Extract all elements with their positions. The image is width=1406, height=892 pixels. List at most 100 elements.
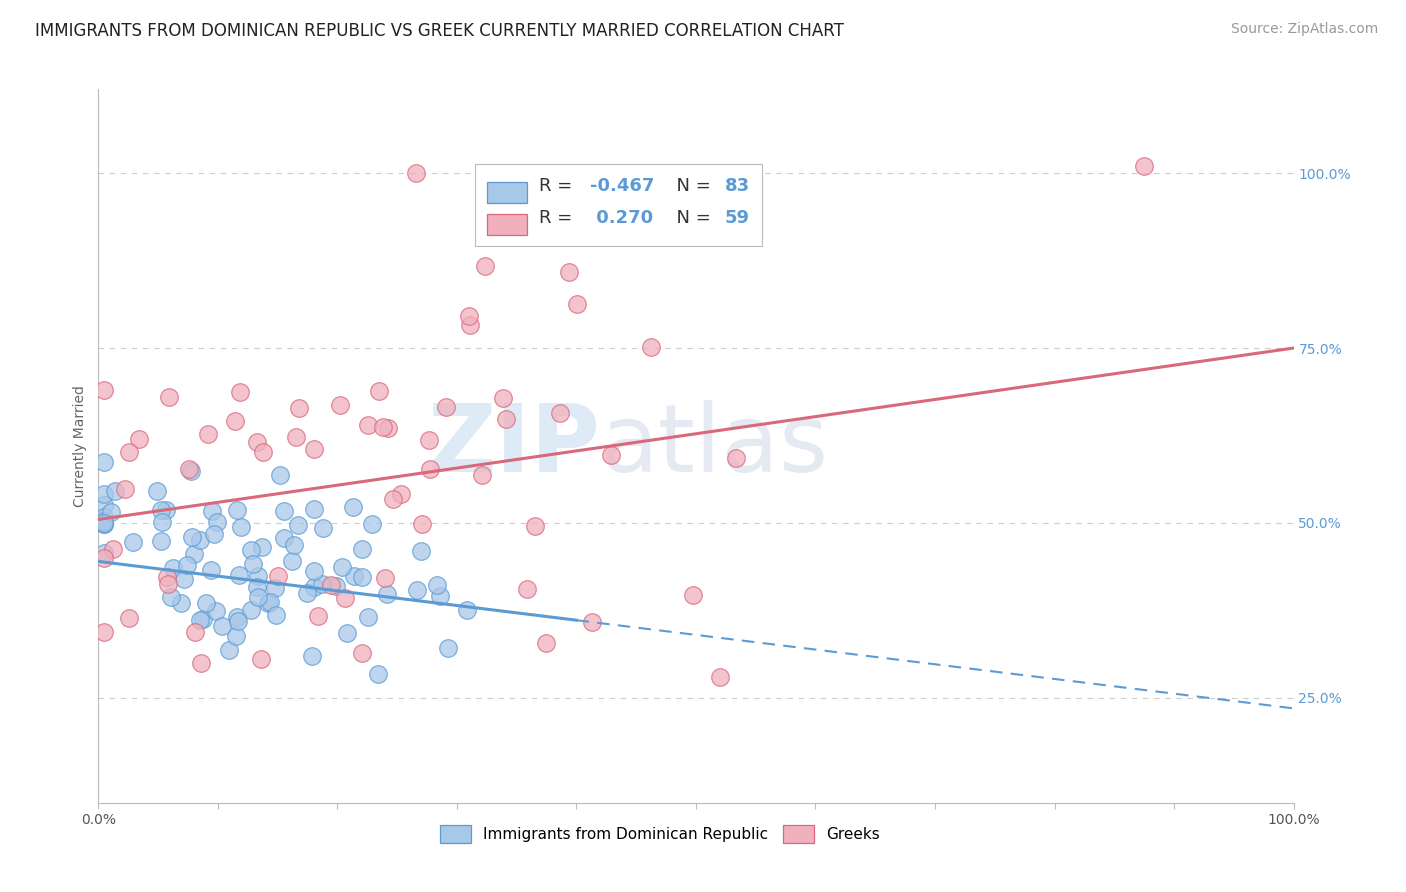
Point	[302, 501, 325, 516]
Point	[117, 611, 139, 625]
Point	[458, 309, 481, 323]
Point	[93, 514, 115, 528]
Point	[434, 401, 457, 415]
Text: atlas: atlas	[600, 400, 828, 492]
Point	[201, 504, 224, 518]
Point	[93, 510, 115, 524]
Point	[246, 435, 269, 450]
Point	[252, 540, 274, 554]
Point	[93, 545, 115, 559]
Point	[239, 603, 262, 617]
FancyBboxPatch shape	[486, 182, 527, 202]
Point	[534, 636, 557, 650]
Point	[93, 498, 115, 512]
Point	[93, 384, 115, 398]
Point	[242, 558, 264, 572]
Point	[281, 553, 304, 567]
Point	[492, 391, 515, 405]
Text: R =: R =	[540, 209, 578, 227]
Point	[285, 430, 308, 444]
Point	[250, 652, 273, 666]
Point	[371, 420, 394, 434]
Legend: Immigrants from Dominican Republic, Greeks: Immigrants from Dominican Republic, Gree…	[434, 819, 886, 848]
Point	[269, 468, 291, 483]
Point	[197, 427, 219, 442]
Point	[409, 544, 432, 558]
Point	[267, 569, 290, 583]
Point	[273, 531, 295, 545]
Point	[101, 542, 124, 557]
Point	[557, 265, 579, 279]
Point	[228, 567, 250, 582]
Point	[374, 571, 396, 585]
Point	[225, 629, 247, 643]
Point	[191, 612, 214, 626]
Point	[375, 587, 398, 601]
Point	[1133, 159, 1156, 173]
Point	[599, 448, 621, 462]
Point	[225, 610, 247, 624]
Point	[202, 527, 225, 541]
Point	[550, 407, 572, 421]
Point	[377, 421, 399, 435]
Point	[264, 608, 287, 623]
Point	[170, 596, 193, 610]
Point	[247, 568, 270, 582]
FancyBboxPatch shape	[486, 214, 527, 235]
FancyBboxPatch shape	[475, 164, 762, 246]
Point	[350, 570, 373, 584]
Point	[225, 503, 247, 517]
Text: 83: 83	[724, 177, 749, 194]
Point	[288, 401, 311, 415]
Point	[224, 414, 246, 428]
Point	[325, 579, 347, 593]
Point	[302, 580, 325, 594]
Point	[93, 516, 115, 530]
Text: N =: N =	[665, 209, 717, 227]
Point	[458, 318, 481, 332]
Point	[367, 667, 389, 681]
Point	[311, 577, 333, 591]
Point	[589, 208, 612, 222]
Point	[356, 610, 378, 624]
Point	[239, 543, 262, 558]
Point	[283, 537, 305, 551]
Point	[188, 613, 211, 627]
Point	[329, 398, 352, 412]
Text: R =: R =	[540, 177, 578, 194]
Point	[437, 640, 460, 655]
Point	[524, 518, 547, 533]
Point	[114, 482, 136, 496]
Point	[724, 451, 747, 466]
Point	[211, 619, 233, 633]
Point	[93, 625, 115, 640]
Point	[405, 166, 427, 180]
Point	[418, 433, 440, 447]
Point	[640, 340, 662, 354]
Point	[104, 484, 127, 499]
Point	[150, 534, 173, 549]
Text: 59: 59	[724, 209, 749, 227]
Point	[565, 297, 588, 311]
Point	[150, 515, 173, 529]
Point	[228, 385, 250, 400]
Point	[360, 517, 382, 532]
Point	[188, 533, 211, 547]
Point	[352, 646, 374, 660]
Point	[157, 390, 180, 404]
Point	[247, 590, 270, 604]
Point	[381, 492, 404, 507]
Point	[330, 560, 353, 574]
Point	[287, 518, 309, 533]
Text: Source: ZipAtlas.com: Source: ZipAtlas.com	[1230, 22, 1378, 37]
Point	[93, 486, 115, 500]
Point	[183, 547, 205, 561]
Point	[264, 581, 287, 595]
Point	[173, 572, 195, 586]
Point	[335, 591, 357, 605]
Point	[93, 516, 115, 531]
Text: 0.270: 0.270	[589, 209, 652, 227]
Point	[495, 411, 517, 425]
Point	[302, 442, 325, 457]
Text: ZIP: ZIP	[427, 400, 600, 492]
